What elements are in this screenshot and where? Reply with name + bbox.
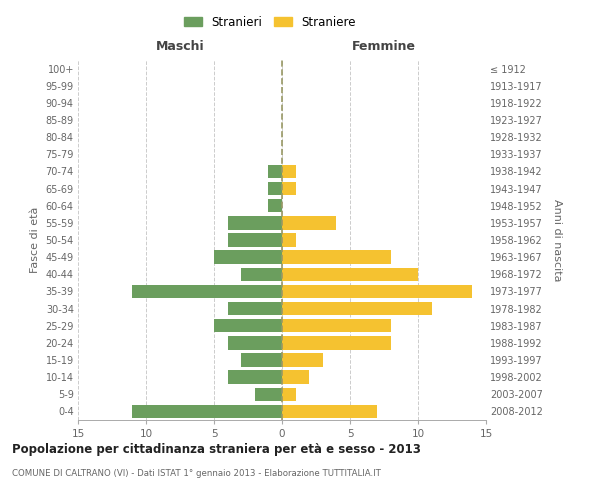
Text: Femmine: Femmine	[352, 40, 416, 53]
Bar	[133, 404, 282, 418]
Bar	[268, 182, 282, 196]
Bar	[133, 284, 282, 298]
Bar	[282, 164, 296, 178]
Bar	[227, 336, 282, 349]
Bar	[282, 302, 431, 316]
Bar	[255, 388, 282, 401]
Text: COMUNE DI CALTRANO (VI) - Dati ISTAT 1° gennaio 2013 - Elaborazione TUTTITALIA.I: COMUNE DI CALTRANO (VI) - Dati ISTAT 1° …	[12, 469, 381, 478]
Bar	[282, 216, 337, 230]
Bar	[241, 354, 282, 366]
Bar	[282, 268, 418, 281]
Bar	[282, 234, 296, 246]
Bar	[241, 268, 282, 281]
Bar	[214, 319, 282, 332]
Bar	[282, 404, 377, 418]
Bar	[282, 354, 323, 366]
Legend: Stranieri, Straniere: Stranieri, Straniere	[179, 11, 361, 34]
Bar	[282, 250, 391, 264]
Bar	[227, 302, 282, 316]
Text: Maschi: Maschi	[155, 40, 205, 53]
Bar	[282, 388, 296, 401]
Bar	[282, 336, 391, 349]
Y-axis label: Anni di nascita: Anni di nascita	[553, 198, 562, 281]
Bar	[282, 319, 391, 332]
Bar	[227, 234, 282, 246]
Bar	[227, 216, 282, 230]
Bar	[282, 182, 296, 196]
Bar	[214, 250, 282, 264]
Bar	[282, 370, 309, 384]
Bar	[268, 164, 282, 178]
Y-axis label: Fasce di età: Fasce di età	[30, 207, 40, 273]
Bar	[282, 284, 472, 298]
Text: Popolazione per cittadinanza straniera per età e sesso - 2013: Popolazione per cittadinanza straniera p…	[12, 442, 421, 456]
Bar	[227, 370, 282, 384]
Bar	[268, 199, 282, 212]
